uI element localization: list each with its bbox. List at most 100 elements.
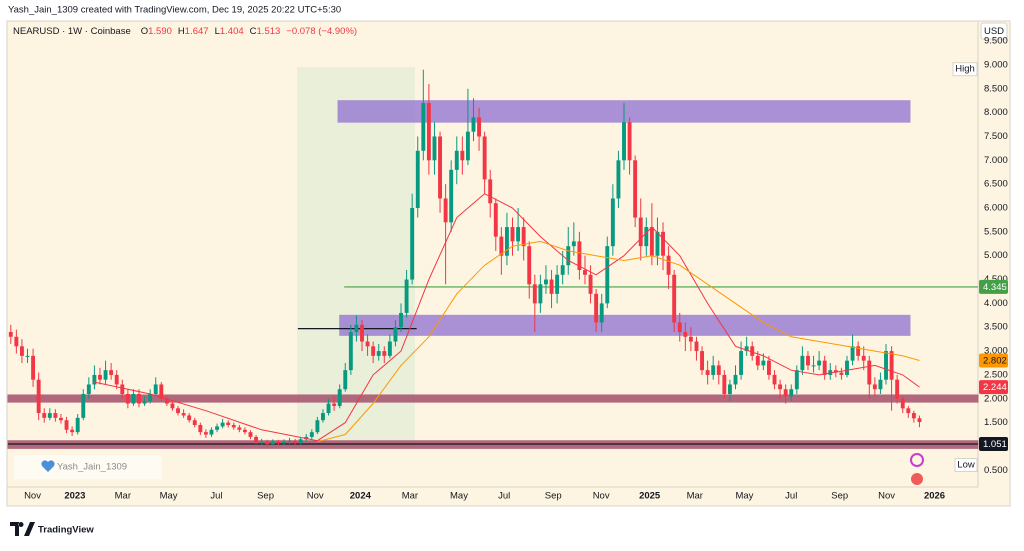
candle-body <box>109 370 114 375</box>
candle-body <box>376 351 381 356</box>
symbol: NEARUSD · 1W · Coinbase <box>13 26 131 37</box>
candle-body <box>254 436 259 442</box>
ohlc-key: O <box>141 26 148 37</box>
high-label: High <box>955 64 975 75</box>
candle-body <box>70 429 75 433</box>
y-tick-label: 3.500 <box>984 322 1008 333</box>
candle-body <box>220 422 225 427</box>
candle-body <box>321 413 325 421</box>
candle-body <box>778 384 783 390</box>
candle-body <box>722 374 727 394</box>
currency-box[interactable] <box>980 22 1008 40</box>
y-tick-label: 7.500 <box>984 131 1008 142</box>
candle-body <box>772 374 777 385</box>
candle-body <box>504 227 509 256</box>
candle-body <box>237 427 242 430</box>
candle-body <box>845 360 849 375</box>
replay-icon[interactable] <box>910 453 924 467</box>
x-tick-label: Jul <box>785 491 797 502</box>
candle-body <box>410 208 415 280</box>
candle-body <box>510 227 515 242</box>
candle-body <box>426 103 431 161</box>
y-tick-label: 9.500 <box>984 36 1008 47</box>
currency: USD <box>984 26 1004 37</box>
candle-body <box>454 150 459 170</box>
candle-body <box>187 415 192 421</box>
x-tick-label: 2026 <box>924 491 945 502</box>
candle-body <box>432 136 437 161</box>
change: −0.078 (−4.90%) <box>286 26 357 37</box>
y-tick-label: 7.000 <box>984 155 1008 166</box>
ohlc-value: 1.590 <box>148 26 172 37</box>
x-tick-label: Sep <box>545 491 562 502</box>
candle-body <box>571 241 576 247</box>
candle-body <box>599 303 604 323</box>
candle-body <box>365 341 370 347</box>
watermark-box <box>14 455 162 479</box>
candle-body <box>655 231 660 256</box>
candle-body <box>387 341 392 356</box>
ohlc-value: 1.647 <box>185 26 209 37</box>
x-tick-label: Mar <box>687 491 703 502</box>
x-tick-label: Sep <box>257 491 274 502</box>
candle-body <box>856 346 861 356</box>
candle-body <box>332 403 337 406</box>
candle-body <box>488 179 493 204</box>
y-tick-label: 4.500 <box>984 274 1008 285</box>
candle-body <box>242 429 247 433</box>
ma-line <box>317 240 920 443</box>
candle-body <box>203 432 208 435</box>
candle-body <box>81 394 86 418</box>
candle-body <box>861 355 866 361</box>
candle-body <box>343 370 348 390</box>
zone <box>339 314 911 336</box>
ohlc-key: L <box>215 26 220 37</box>
candle-body <box>755 355 760 366</box>
candle-body <box>31 355 36 380</box>
candle-body <box>148 394 153 402</box>
price-tag-label: 4.345 <box>983 282 1007 293</box>
candle-body <box>75 417 80 433</box>
candle-body <box>382 351 387 356</box>
candle-body <box>644 227 649 247</box>
candle-body <box>215 426 220 430</box>
x-tick-label: Nov <box>24 491 41 502</box>
candle-body <box>677 322 682 332</box>
candle-body <box>482 136 487 180</box>
candle-body <box>438 136 442 199</box>
candle-body <box>867 360 872 385</box>
candle-body <box>421 103 426 151</box>
candle-body <box>371 346 376 356</box>
x-tick-label: Nov <box>878 491 895 502</box>
candle-body <box>716 365 721 375</box>
candle-body <box>683 332 688 337</box>
brand: TradingView <box>38 525 94 536</box>
candle-body <box>521 227 526 247</box>
candle-body <box>192 420 197 425</box>
candle-body <box>794 370 799 390</box>
candle-body <box>326 403 331 414</box>
candle-body <box>8 332 13 337</box>
flag-icon[interactable] <box>911 473 923 485</box>
candle-body <box>766 360 771 375</box>
price-tag-label: 1.051 <box>983 439 1007 450</box>
y-tick-label: 5.000 <box>984 250 1008 261</box>
y-tick-label: 8.500 <box>984 83 1008 94</box>
credit: Yash_Jain_1309 created with TradingView.… <box>8 5 341 16</box>
candle-body <box>103 370 108 380</box>
candle-body <box>47 413 52 418</box>
candle-body <box>404 279 409 313</box>
low-box <box>954 457 978 472</box>
candle-body <box>516 227 521 242</box>
candle-body <box>348 332 353 371</box>
y-tick-label: 9.000 <box>984 59 1008 70</box>
candle-body <box>906 408 911 414</box>
candle-body <box>19 346 24 356</box>
ohlc-value: 1.513 <box>257 26 281 37</box>
ohlc-value: 1.404 <box>220 26 244 37</box>
candle-body <box>900 398 905 409</box>
ohlc-key: C <box>250 26 257 37</box>
candle-body <box>917 418 922 422</box>
